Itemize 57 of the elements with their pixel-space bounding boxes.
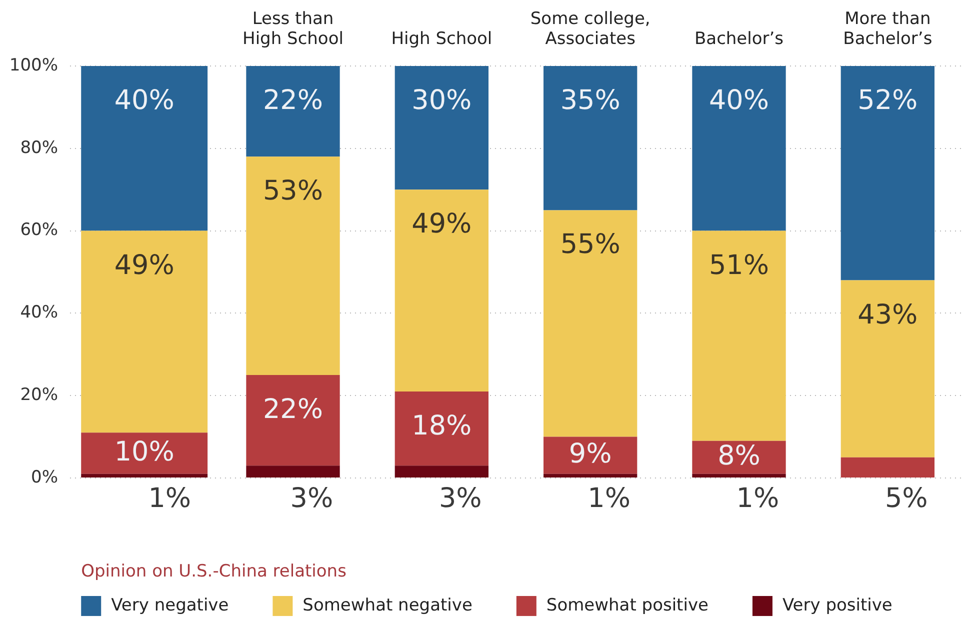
data-label: 51%: [708, 250, 770, 281]
bar: [544, 66, 638, 210]
data-label: 1%: [148, 483, 192, 514]
bar: [692, 230, 786, 441]
bar: [840, 280, 934, 458]
bar: [394, 190, 488, 392]
legend-label: Very positive: [782, 595, 892, 616]
bar: [394, 391, 488, 466]
y-tick-label: 0%: [31, 467, 58, 488]
x-tick-label: Bachelor’s: [694, 29, 784, 50]
y-tick-label: 20%: [20, 385, 58, 406]
x-tick-label: High School: [391, 29, 492, 50]
x-tick-label: Some college, Associates: [530, 8, 650, 50]
y-tick-label: 80%: [20, 138, 58, 158]
data-label: 40%: [708, 85, 770, 116]
data-label: 53%: [262, 176, 324, 207]
y-tick-label: 40%: [20, 302, 58, 323]
x-tick-label: Less than High School: [242, 8, 344, 50]
data-label: 10%: [114, 436, 174, 468]
bar: [692, 474, 786, 478]
data-label: 52%: [858, 85, 918, 116]
bar: [246, 466, 340, 478]
data-label: 5%: [884, 483, 928, 514]
bar: [544, 210, 638, 437]
data-label: 8%: [718, 440, 760, 472]
bar: [544, 436, 638, 474]
bar: [394, 66, 488, 190]
bar: [246, 156, 340, 375]
data-label: 3%: [290, 483, 334, 514]
y-tick-label: 100%: [9, 55, 58, 76]
legend-title: Opinion on U.S.-China relations: [81, 561, 347, 582]
bar: [246, 66, 340, 157]
data-label: 9%: [568, 438, 612, 470]
data-label: 3%: [438, 483, 482, 514]
data-label: 22%: [262, 394, 324, 426]
data-label: 55%: [560, 229, 620, 260]
legend-label: Somewhat negative: [302, 595, 472, 616]
bar: [246, 375, 340, 466]
bar: [544, 474, 638, 478]
bar: [394, 466, 488, 478]
y-tick-label: 60%: [20, 220, 58, 240]
x-tick-label: More than Bachelor’s: [843, 8, 932, 50]
data-label: 49%: [412, 208, 472, 240]
data-label: 35%: [560, 85, 620, 116]
bar: [692, 66, 786, 231]
data-label: 1%: [588, 483, 630, 514]
data-label: 49%: [114, 250, 174, 281]
legend-label: Somewhat positive: [546, 595, 708, 616]
data-label: 30%: [412, 85, 472, 116]
data-label: 18%: [412, 410, 472, 442]
data-label: 40%: [114, 85, 174, 116]
bar: [840, 66, 934, 280]
bar: [840, 457, 934, 478]
data-label: 43%: [858, 299, 918, 330]
legend-label: Very negative: [111, 595, 229, 616]
data-label: 22%: [262, 85, 324, 116]
data-label: 1%: [736, 483, 780, 514]
